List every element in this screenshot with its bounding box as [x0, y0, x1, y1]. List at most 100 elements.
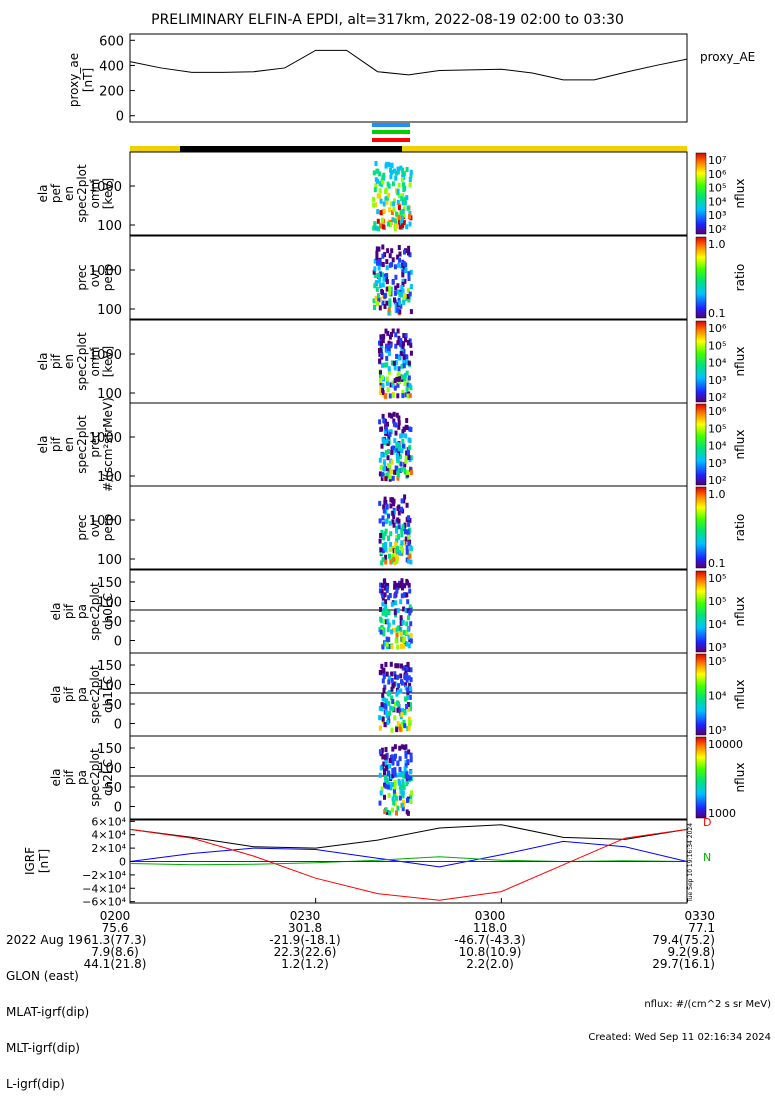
spectrogram-pixel: [385, 431, 389, 437]
spectrogram-panel-frame: [129, 235, 688, 320]
spectrogram-pixel: [372, 298, 376, 304]
spectrogram-pixel: [399, 303, 403, 309]
spectrogram-ytick-label: 100: [97, 470, 122, 485]
spectrogram-pixel: [386, 330, 390, 336]
spectrogram-ytick-label: 150: [97, 742, 122, 757]
spectrogram-pixel: [384, 747, 388, 752]
spectrogram-pixel: [373, 283, 377, 289]
spectrogram-pixel: [405, 781, 409, 787]
footer-label-mlat: MLAT-igrf(dip): [6, 1005, 90, 1019]
spectrogram-pixel: [385, 778, 389, 784]
indicator-bar-red: [372, 138, 410, 142]
spectrogram-pixel: [390, 332, 393, 337]
spectrogram-pixel: [386, 627, 390, 633]
spectrogram-pixel: [397, 778, 401, 784]
spectrogram-pixel: [394, 303, 398, 309]
colorbar-tick-label: 10⁵: [708, 339, 726, 352]
spectrogram-pixel: [409, 559, 413, 565]
spectrogram-pixel: [401, 443, 405, 449]
spectrogram-pixel: [381, 678, 385, 684]
spectrogram-pixel: [397, 355, 401, 361]
spectrogram-pixel: [393, 198, 396, 204]
spectrogram-pixel: [394, 343, 398, 349]
spectrogram-ylabel: spec2plot: [88, 582, 102, 641]
spectrogram-pixel: [393, 801, 397, 807]
spectrogram-pixel: [400, 219, 404, 225]
spectrogram-pixel: [403, 641, 407, 647]
footer-value: 9.2(9.8): [667, 945, 715, 959]
spectrogram-pixel: [389, 468, 393, 474]
spectrogram-pixel: [386, 441, 390, 446]
spectrogram-pixel: [378, 181, 382, 187]
spectrogram-pixel: [399, 351, 403, 356]
spectrogram-pixel: [379, 582, 383, 588]
spectrogram-pixel: [382, 671, 386, 677]
footer-label-date: 2022 Aug 19: [6, 933, 83, 947]
spectrogram-pixel: [405, 578, 409, 584]
spectrogram-pixel: [402, 341, 405, 347]
spectrogram-pixel: [397, 376, 401, 382]
spectrogram-pixel: [395, 446, 399, 452]
spectrogram-pixel: [375, 225, 379, 231]
spectrogram-pixel: [379, 547, 383, 553]
spectrogram-pixel: [402, 171, 406, 177]
spectrogram-pixel: [394, 663, 398, 669]
spectrogram-pixel: [385, 809, 389, 815]
spectrogram-pixel: [382, 333, 386, 339]
spectrogram-ylabel: ela: [49, 768, 63, 786]
spectrogram-pixel: [385, 286, 389, 292]
indicator-bar-green: [372, 130, 410, 134]
colorbar: [695, 320, 707, 403]
spectrogram-pixel: [387, 340, 391, 346]
spectrogram-pixel: [394, 470, 398, 475]
spectrogram-pixel: [391, 782, 394, 788]
igrf-series-line: [129, 828, 688, 901]
spectrogram-pixel: [386, 618, 390, 624]
spectrogram-pixel: [396, 382, 400, 388]
spectrogram-pixel: [390, 169, 393, 175]
igrf-series-line: [129, 840, 688, 868]
spectrogram-pixel: [409, 607, 412, 613]
spectrogram-pixel: [392, 498, 396, 504]
spectrogram-pixel: [385, 362, 389, 368]
colorbar-label: nflux: [733, 430, 747, 460]
spectrogram-pixel: [374, 183, 378, 189]
spectrogram-pixel: [389, 382, 393, 388]
colorbar-tick-label: 10³: [708, 457, 726, 470]
spectrogram-pixel: [407, 749, 411, 755]
spectrogram-pixel: [400, 363, 404, 369]
spectrogram-pixel: [380, 452, 384, 458]
spectrogram-pixel: [399, 506, 403, 512]
spectrogram-pixel: [399, 620, 403, 626]
spectrogram-pixel: [394, 175, 398, 181]
spectrogram-pixel: [383, 304, 387, 309]
spectrogram-pixel: [402, 785, 406, 791]
footer-value: 79.4(75.2): [652, 933, 715, 947]
spectrogram-pixel: [394, 332, 398, 338]
spectrogram-pixel: [397, 205, 401, 211]
spectrogram-pixel: [381, 383, 385, 388]
spectrogram-pixel: [403, 462, 407, 467]
spectrogram-pixel: [388, 810, 392, 816]
spectrogram-pixel: [404, 750, 408, 756]
spectrogram-pixel: [393, 378, 397, 384]
spectrogram-pixel: [397, 415, 401, 421]
spectrogram-pixel: [395, 588, 399, 594]
spectrogram-pixel: [387, 595, 391, 601]
spectrogram-pixel: [396, 467, 400, 473]
spectrogram-pixel: [407, 455, 411, 460]
spectrogram-pixel: [385, 265, 389, 271]
spectrogram-pixel: [390, 163, 394, 169]
spectrogram-pixel: [389, 429, 393, 435]
spectrogram-pixel: [384, 393, 387, 399]
spectrogram-pixel: [394, 465, 398, 471]
spectrogram-pixel: [384, 476, 388, 482]
spectrogram-pixel: [381, 282, 385, 288]
spectrogram-pixel: [386, 387, 390, 393]
spectrogram-ylabel: pa: [75, 770, 89, 785]
spectrogram-pixel: [381, 272, 384, 278]
spectrogram-pixel: [397, 424, 401, 430]
spectrogram-pixel: [393, 447, 397, 453]
spectrogram-pixel: [382, 276, 386, 282]
spectrogram-pixel: [397, 371, 401, 377]
